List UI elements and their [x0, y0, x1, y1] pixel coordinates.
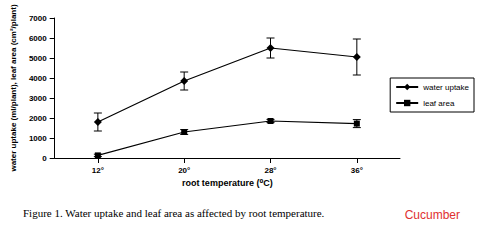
svg-text:5000: 5000 [29, 54, 47, 63]
svg-text:3000: 3000 [29, 94, 47, 103]
svg-text:water uptake (ml/plant), leaf: water uptake (ml/plant), leaf area (cm²/… [9, 4, 18, 172]
svg-text:Cucumber: Cucumber [405, 208, 460, 222]
svg-text:28°: 28° [264, 166, 276, 175]
svg-text:root temperature (⁰C): root temperature (⁰C) [182, 178, 273, 188]
svg-text:6000: 6000 [29, 34, 47, 43]
svg-text:water uptake: water uptake [422, 83, 469, 92]
svg-text:0: 0 [42, 154, 47, 163]
svg-text:leaf area: leaf area [423, 99, 455, 108]
svg-text:12°: 12° [92, 166, 104, 175]
svg-text:Figure 1. Water uptake and lea: Figure 1. Water uptake and leaf area as … [23, 207, 325, 219]
svg-text:36°: 36° [351, 166, 363, 175]
svg-text:2000: 2000 [29, 114, 47, 123]
svg-text:4000: 4000 [29, 74, 47, 83]
svg-text:20°: 20° [178, 166, 190, 175]
svg-text:1000: 1000 [29, 134, 47, 143]
svg-text:7000: 7000 [29, 14, 47, 23]
